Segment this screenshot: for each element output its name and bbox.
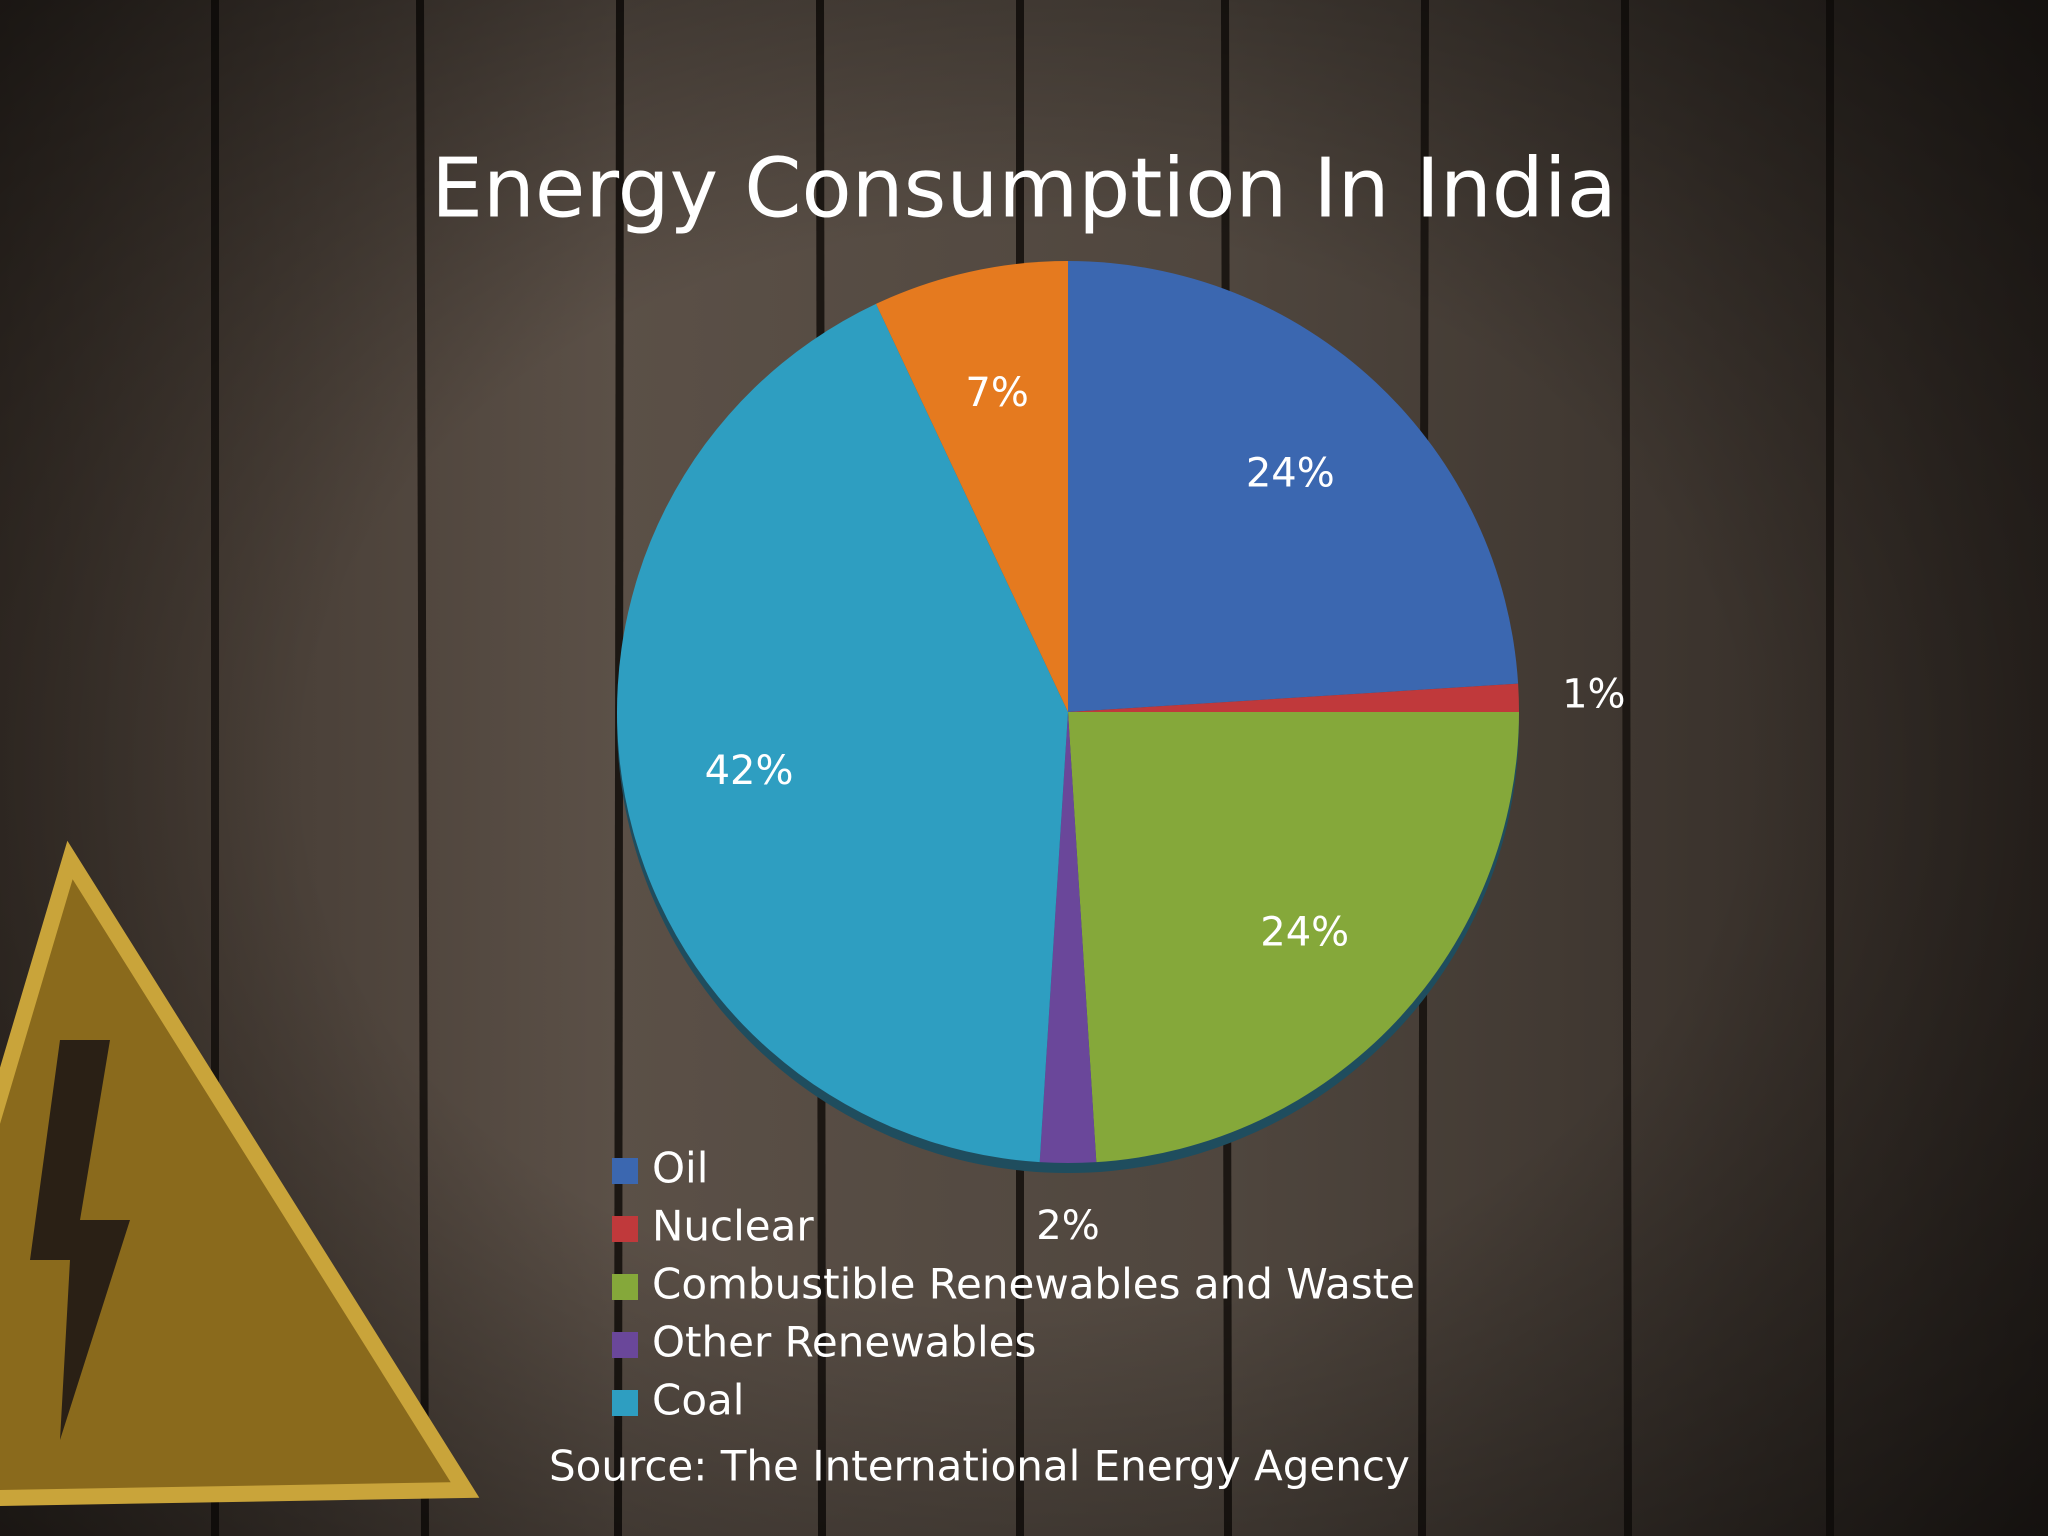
legend-swatch — [612, 1274, 638, 1300]
data-label: 7% — [965, 370, 1028, 416]
legend-swatch — [612, 1216, 638, 1242]
data-label: 2% — [1036, 1203, 1099, 1249]
source: Source: The International Energy Agency — [549, 1442, 1410, 1491]
legend-swatch — [612, 1390, 638, 1416]
legend-label: Coal — [652, 1376, 744, 1425]
warning-sign — [0, 840, 480, 1506]
pie-slice — [1039, 712, 1097, 1163]
legend-label: Combustible Renewables and Waste — [652, 1260, 1415, 1309]
data-label: 42% — [705, 748, 794, 794]
pie-slice — [1068, 683, 1519, 712]
data-label: 1% — [1562, 671, 1625, 717]
data-label: 24% — [1260, 909, 1349, 955]
legend-swatch — [612, 1332, 638, 1358]
data-label: 24% — [1246, 450, 1335, 496]
legend-swatch — [612, 1158, 638, 1184]
legend-label: Oil — [652, 1144, 708, 1193]
pie-slice — [616, 303, 1068, 1163]
chart-title: Energy Consumption In India — [431, 141, 1617, 236]
pie-slice — [1068, 261, 1519, 712]
legend-label: Nuclear — [652, 1202, 814, 1251]
pie-slice — [1068, 712, 1519, 1163]
legend-label: Other Renewables — [652, 1318, 1036, 1367]
pie-slice — [875, 261, 1068, 712]
